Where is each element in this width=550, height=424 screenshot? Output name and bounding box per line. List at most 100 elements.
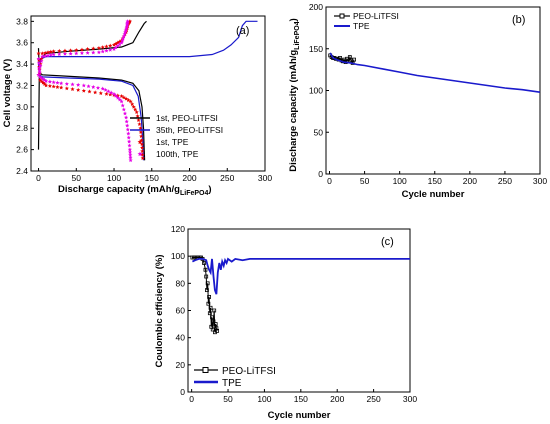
star-marker	[91, 84, 96, 89]
star-marker	[135, 114, 140, 118]
star-marker	[115, 40, 120, 45]
y-tick-label: 40	[176, 333, 186, 343]
star-marker	[113, 93, 118, 98]
star-marker	[124, 115, 129, 120]
x-tick-label: 200	[182, 173, 196, 183]
star-marker	[108, 43, 113, 48]
star-marker	[79, 50, 84, 55]
panel-c-label: (c)	[381, 236, 394, 248]
panel-a-xlabel-sub: LiFePO4	[180, 190, 209, 197]
star-marker	[120, 103, 125, 108]
star-marker	[128, 99, 133, 104]
star-marker	[96, 45, 101, 50]
square-marker	[205, 281, 210, 286]
legend-label: 35th, PEO-LiTFSI	[156, 125, 223, 135]
star-marker	[138, 130, 143, 134]
panel-c-ylabel: Coulombic efficiency (%)	[154, 255, 165, 368]
panel-b-ylabel: Discharge capacity (mAh/gLiFePO4)	[288, 18, 301, 172]
y-tick-label: 50	[314, 127, 324, 137]
star-marker	[139, 142, 145, 147]
star-marker	[44, 79, 49, 83]
star-marker	[48, 49, 53, 54]
star-marker	[115, 43, 120, 48]
star-marker	[128, 152, 133, 157]
star-marker	[125, 127, 130, 132]
panel-c-xlabel: Cycle number	[268, 410, 331, 421]
panel-a-ylabel: Cell voltage (V)	[2, 59, 13, 128]
square-marker	[203, 267, 208, 272]
star-marker	[93, 90, 98, 95]
star-marker	[70, 82, 75, 87]
star-marker	[122, 111, 128, 116]
star-marker	[140, 149, 145, 153]
panel-c-coulombic-efficiency-chart: 0 50 100 150 200 250 300 0 20 40 60 80 100 120 (c) Co…	[154, 224, 417, 421]
star-marker	[51, 52, 56, 57]
y-tick-label: 2.8	[16, 123, 28, 133]
x-tick-label: 200	[463, 176, 477, 186]
square-marker	[352, 57, 356, 62]
star-marker	[62, 48, 68, 53]
star-marker	[121, 34, 126, 39]
star-marker	[98, 91, 103, 95]
square-marker	[210, 315, 214, 320]
star-marker	[47, 79, 52, 84]
x-tick-label: 150	[145, 173, 159, 183]
star-marker	[39, 59, 44, 63]
star-marker	[47, 83, 52, 88]
star-marker	[45, 53, 51, 58]
panel-b-ylabel-main: Discharge capacity (mAh/g	[288, 50, 299, 172]
star-marker	[119, 94, 124, 98]
star-marker	[121, 107, 126, 112]
star-marker	[124, 26, 129, 31]
y-tick-label: 150	[309, 44, 323, 54]
star-marker	[81, 83, 86, 88]
star-marker	[117, 39, 122, 44]
square-marker	[207, 311, 212, 316]
star-marker	[85, 46, 90, 51]
x-tick-label: 150	[428, 176, 442, 186]
x-tick-label: 150	[294, 394, 308, 404]
square-marker	[213, 322, 218, 326]
star-marker	[38, 77, 43, 82]
x-tick-label: 100	[107, 173, 121, 183]
star-marker	[39, 75, 44, 80]
panel-c-frame	[187, 228, 411, 393]
y-tick-label: 2.6	[16, 145, 28, 155]
panel-b-ylabel-end: )	[288, 18, 299, 21]
panel-a-xlabel: Discharge capacity (mAh/gLiFePO4)	[58, 184, 212, 197]
star-marker	[121, 36, 126, 41]
star-marker	[59, 85, 64, 90]
star-marker	[64, 86, 69, 91]
y-tick-label: 3.8	[16, 16, 28, 26]
square-marker	[215, 328, 220, 333]
y-tick-label: 100	[309, 86, 323, 96]
star-marker	[86, 84, 91, 89]
star-marker	[133, 107, 138, 112]
square-marker	[206, 301, 211, 306]
x-tick-label: 200	[330, 394, 344, 404]
star-marker	[134, 110, 139, 114]
star-marker	[43, 53, 48, 58]
x-tick-label: 250	[367, 394, 381, 404]
y-tick-label: 120	[171, 224, 185, 234]
panel-c-ticks: 0 50 100 150 200 250 300 0 20 40 60 80 100 120	[171, 224, 418, 404]
star-marker	[120, 38, 125, 43]
panel-a-discharge-voltage-chart: 0 50 100 150 200 250 300 2.4 2.6 2.8 3.0 3.2 3.4 3.6 3…	[2, 15, 272, 197]
star-marker	[125, 19, 130, 24]
star-marker	[38, 63, 43, 68]
star-marker	[111, 42, 117, 47]
star-marker	[113, 45, 118, 50]
star-marker	[130, 102, 135, 106]
star-marker	[40, 51, 45, 56]
panel-a-xlabel-main: Discharge capacity (mAh/g	[58, 184, 180, 195]
star-marker	[57, 52, 62, 56]
y-tick-label: 200	[309, 2, 323, 12]
x-tick-label: 0	[36, 173, 41, 183]
star-marker	[57, 48, 62, 53]
y-tick-label: 20	[176, 360, 186, 370]
star-marker	[36, 56, 41, 61]
y-tick-label: 3.4	[16, 59, 28, 69]
star-marker	[125, 123, 130, 128]
